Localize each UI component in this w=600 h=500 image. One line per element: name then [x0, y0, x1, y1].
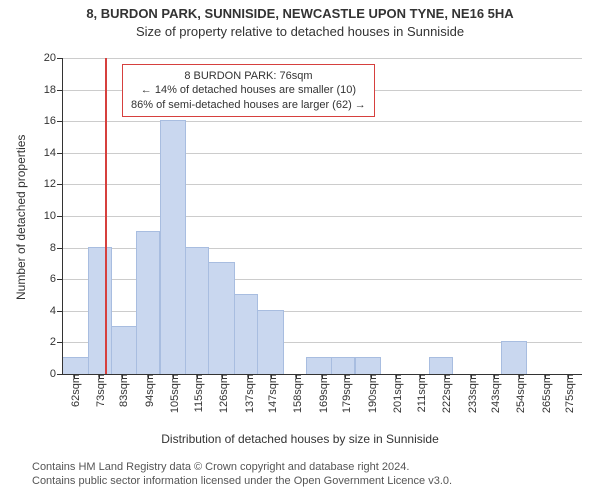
reference-line [105, 58, 107, 374]
x-axis-line [62, 374, 582, 375]
gridline [62, 121, 582, 122]
y-tick-label: 4 [50, 305, 62, 317]
footer-line-1: Contains HM Land Registry data © Crown c… [32, 460, 452, 474]
histogram-bar [136, 231, 160, 374]
footer-line-2: Contains public sector information licen… [32, 474, 452, 488]
x-tick-label: 62sqm [66, 374, 82, 407]
gridline [62, 184, 582, 185]
x-tick-label: 158sqm [288, 374, 304, 413]
histogram-bar [88, 247, 112, 374]
y-tick-label: 12 [44, 178, 62, 190]
x-tick-label: 94sqm [140, 374, 156, 407]
histogram-bar [501, 341, 528, 374]
x-tick-label: 243sqm [486, 374, 502, 413]
y-axis-label: Number of detached properties [14, 135, 28, 300]
gridline [62, 58, 582, 59]
annotation-line: 8 BURDON PARK: 76sqm [131, 69, 366, 83]
x-tick-label: 233sqm [463, 374, 479, 413]
histogram-bar [234, 294, 258, 374]
page-title: 8, BURDON PARK, SUNNISIDE, NEWCASTLE UPO… [0, 6, 600, 21]
x-tick-label: 222sqm [437, 374, 453, 413]
x-tick-label: 83sqm [114, 374, 130, 407]
x-tick-label: 147sqm [263, 374, 279, 413]
footer-attribution: Contains HM Land Registry data © Crown c… [32, 460, 452, 489]
histogram-bar [185, 247, 209, 374]
y-tick-label: 18 [44, 84, 62, 96]
x-tick-label: 105sqm [165, 374, 181, 413]
y-tick-label: 20 [44, 52, 62, 64]
chart-plot-area: 0246810121416182062sqm73sqm83sqm94sqm105… [62, 58, 582, 374]
y-tick-label: 6 [50, 273, 62, 285]
histogram-bar [208, 262, 235, 374]
histogram-bar [160, 120, 187, 374]
y-tick-label: 10 [44, 210, 62, 222]
annotation-line: ← 14% of detached houses are smaller (10… [131, 83, 366, 97]
y-tick-label: 14 [44, 147, 62, 159]
x-tick-label: 201sqm [388, 374, 404, 413]
x-axis-label: Distribution of detached houses by size … [0, 432, 600, 446]
y-tick-label: 2 [50, 336, 62, 348]
gridline [62, 153, 582, 154]
histogram-bar [355, 357, 382, 374]
x-tick-label: 137sqm [240, 374, 256, 413]
y-tick-label: 8 [50, 242, 62, 254]
x-tick-label: 190sqm [363, 374, 379, 413]
y-axis-line [62, 58, 63, 374]
x-tick-label: 169sqm [314, 374, 330, 413]
x-tick-label: 275sqm [560, 374, 576, 413]
y-tick-label: 16 [44, 115, 62, 127]
x-tick-label: 179sqm [337, 374, 353, 413]
x-tick-label: 254sqm [511, 374, 527, 413]
histogram-bar [306, 357, 333, 374]
x-tick-label: 73sqm [91, 374, 107, 407]
histogram-bar [111, 326, 138, 374]
gridline [62, 216, 582, 217]
annotation-line: 86% of semi-detached houses are larger (… [131, 98, 366, 112]
x-tick-label: 211sqm [412, 374, 428, 412]
x-tick-label: 126sqm [214, 374, 230, 413]
x-tick-label: 265sqm [537, 374, 553, 413]
x-tick-label: 115sqm [189, 374, 205, 412]
histogram-bar [429, 357, 453, 374]
histogram-bar [257, 310, 284, 374]
page-subtitle: Size of property relative to detached ho… [0, 24, 600, 39]
histogram-bar [331, 357, 355, 374]
y-tick-label: 0 [50, 368, 62, 380]
annotation-box: 8 BURDON PARK: 76sqm← 14% of detached ho… [122, 64, 375, 117]
histogram-bar [62, 357, 89, 374]
